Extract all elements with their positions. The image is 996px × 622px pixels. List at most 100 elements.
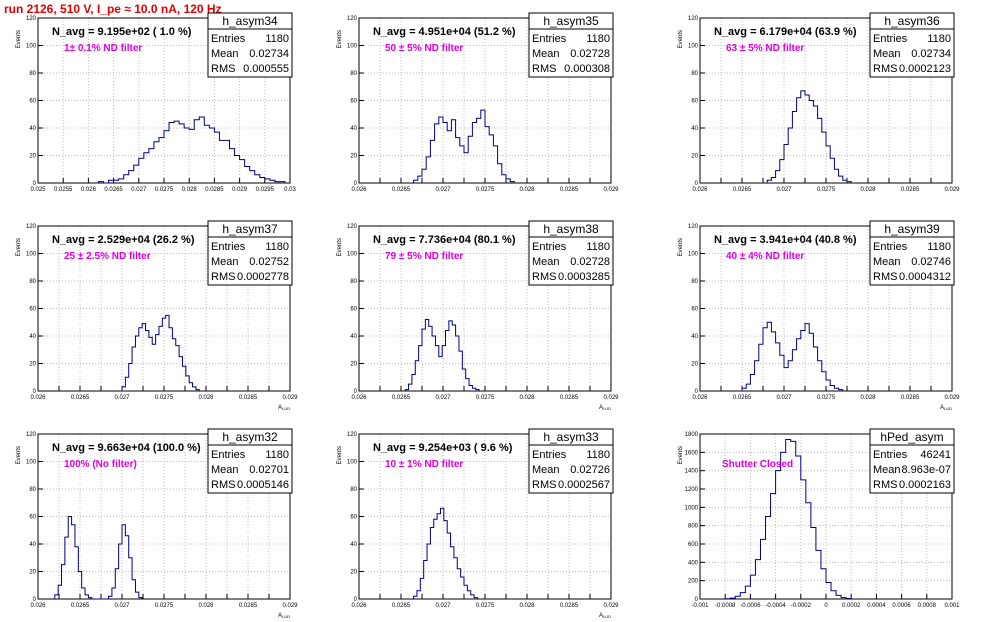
stats-title: h_asym36 bbox=[884, 14, 940, 28]
y-tick-label: 0 bbox=[354, 181, 358, 187]
x-tick-label: 0.026 bbox=[351, 603, 367, 609]
y-tick-label: 100 bbox=[347, 44, 358, 50]
y-tick-label: 100 bbox=[26, 44, 37, 50]
stats-value: 1180 bbox=[586, 241, 610, 253]
y-tick-label: 80 bbox=[691, 71, 698, 77]
y-tick-label: 1000 bbox=[685, 505, 699, 511]
y-tick-label: 40 bbox=[29, 542, 36, 548]
stats-box-frame bbox=[207, 220, 293, 286]
y-tick-label: 20 bbox=[29, 570, 36, 576]
y-tick-label: 0 bbox=[33, 389, 37, 395]
stats-key: Entries bbox=[211, 449, 246, 461]
stats-value: 0.0003285 bbox=[558, 271, 610, 283]
y-tick-label: 20 bbox=[691, 154, 698, 160]
y-tick-label: 60 bbox=[691, 99, 698, 105]
x-tick-label: -0.001 bbox=[691, 603, 709, 609]
stats-title: h_asym37 bbox=[222, 222, 278, 236]
y-tick-label: 120 bbox=[688, 224, 699, 230]
plot-frame bbox=[358, 433, 612, 600]
stats-key: Mean bbox=[532, 48, 560, 60]
stats-key: RMS bbox=[211, 271, 235, 283]
y-tick-label: 20 bbox=[350, 362, 357, 368]
y-tick-label: 1400 bbox=[685, 469, 699, 475]
x-tick-label: 0.027 bbox=[776, 395, 792, 401]
y-tick-label: 20 bbox=[350, 570, 357, 576]
stats-value: 1180 bbox=[927, 33, 951, 45]
stats-value: 8.963e-07 bbox=[901, 464, 951, 476]
stats-value: 0.000308 bbox=[564, 63, 610, 75]
plot-frame bbox=[37, 433, 291, 600]
plot-frame bbox=[358, 17, 612, 184]
filter-label: Shutter Closed bbox=[722, 459, 793, 470]
stats-box-frame bbox=[207, 428, 293, 494]
y-tick-label: 120 bbox=[347, 432, 358, 438]
stats-key: Entries bbox=[532, 449, 567, 461]
y-tick-label: 80 bbox=[29, 487, 36, 493]
y-tick-label: 20 bbox=[29, 154, 36, 160]
stats-title: h_asym39 bbox=[884, 222, 940, 236]
y-tick-label: 100 bbox=[688, 252, 699, 258]
histogram-series bbox=[741, 321, 844, 391]
y-tick-label: 40 bbox=[350, 542, 357, 548]
stats-title: h_asym33 bbox=[543, 430, 599, 444]
x-tick-label: 0.029 bbox=[282, 603, 298, 609]
y-tick-label: 60 bbox=[29, 515, 36, 521]
stats-key: Mean bbox=[211, 256, 239, 268]
stats-key: Mean bbox=[873, 464, 901, 476]
histogram-panel-h_asym34: 0.025 0.0255 0.026 0.0265 0.027 0.0275 0.028 0.… bbox=[16, 12, 296, 193]
y-tick-label: 60 bbox=[350, 307, 357, 313]
histogram-series bbox=[121, 314, 200, 391]
y-tick-label: 0 bbox=[695, 181, 699, 187]
stats-value: 1180 bbox=[265, 241, 289, 253]
x-tick-label: 0.029 bbox=[944, 187, 960, 193]
filter-label: 1± 0.1% ND filter bbox=[64, 43, 142, 54]
x-tick-label: 0.0275 bbox=[476, 603, 495, 609]
navg-label: N_avg = 9.254e+03 ( 9.6 %) bbox=[373, 442, 513, 454]
stats-box: h_asym37 Entries 1180 Mean 0.02752 RMS 0.00027… bbox=[207, 220, 293, 286]
histogram-panel-h_asym38: 0.026 0.0265 0.027 0.0275 0.028 0.0285 0.029 0 2… bbox=[337, 220, 619, 411]
plot-frame bbox=[37, 225, 291, 392]
y-tick-label: 800 bbox=[688, 524, 699, 530]
stats-title: h_asym38 bbox=[543, 222, 599, 236]
y-tick-label: 80 bbox=[350, 487, 357, 493]
stats-key: Entries bbox=[873, 241, 908, 253]
x-tick-label: 0.025 bbox=[30, 187, 46, 193]
x-tick-label: 0.027 bbox=[435, 187, 451, 193]
stats-key: RMS bbox=[532, 479, 556, 491]
y-tick-label: 80 bbox=[29, 71, 36, 77]
stats-box: h_asym36 Entries 1180 Mean 0.02734 RMS 0.00021… bbox=[869, 12, 955, 78]
stats-box-frame bbox=[528, 428, 614, 494]
x-tick-label: 0.0285 bbox=[205, 187, 224, 193]
y-tick-label: 120 bbox=[347, 224, 358, 230]
y-tick-label: 120 bbox=[26, 224, 37, 230]
y-tick-label: 1800 bbox=[685, 432, 699, 438]
y-axis-title: Events bbox=[16, 30, 22, 48]
x-tick-label: 0.028 bbox=[519, 395, 535, 401]
y-tick-label: 100 bbox=[26, 252, 37, 258]
stats-value: 0.02752 bbox=[249, 256, 289, 268]
x-tick-label: 0.0265 bbox=[71, 395, 90, 401]
x-tick-label: 0.029 bbox=[232, 187, 248, 193]
navg-label: N_avg = 2.529e+04 (26.2 %) bbox=[52, 234, 195, 246]
stats-value: 0.0002123 bbox=[899, 63, 951, 75]
x-tick-label: 0.0285 bbox=[239, 395, 258, 401]
navg-label: N_avg = 9.195e+02 ( 1.0 %) bbox=[52, 26, 192, 38]
x-tick-label: 0.026 bbox=[30, 395, 46, 401]
stats-box: h_asym34 Entries 1180 Mean 0.02734 RMS 0.00055… bbox=[207, 12, 293, 78]
stats-value: 1180 bbox=[586, 449, 610, 461]
stats-title: h_asym35 bbox=[543, 14, 599, 28]
y-axis-title: Events bbox=[337, 30, 343, 48]
stats-value: 1180 bbox=[265, 449, 289, 461]
x-tick-label: 0.0275 bbox=[155, 395, 174, 401]
stats-box-frame bbox=[528, 12, 614, 78]
navg-label: N_avg = 4.951e+04 (51.2 %) bbox=[373, 26, 516, 38]
y-tick-label: 100 bbox=[26, 460, 37, 466]
y-tick-label: 0 bbox=[695, 389, 699, 395]
x-tick-label: -0.0008 bbox=[715, 603, 736, 609]
x-tick-label: 0.001 bbox=[944, 603, 960, 609]
plot-frame bbox=[699, 433, 953, 600]
y-tick-label: 40 bbox=[350, 126, 357, 132]
stats-title: hPed_asym bbox=[880, 430, 943, 444]
x-tick-label: 0.026 bbox=[692, 395, 708, 401]
x-tick-label: 0.0008 bbox=[918, 603, 937, 609]
